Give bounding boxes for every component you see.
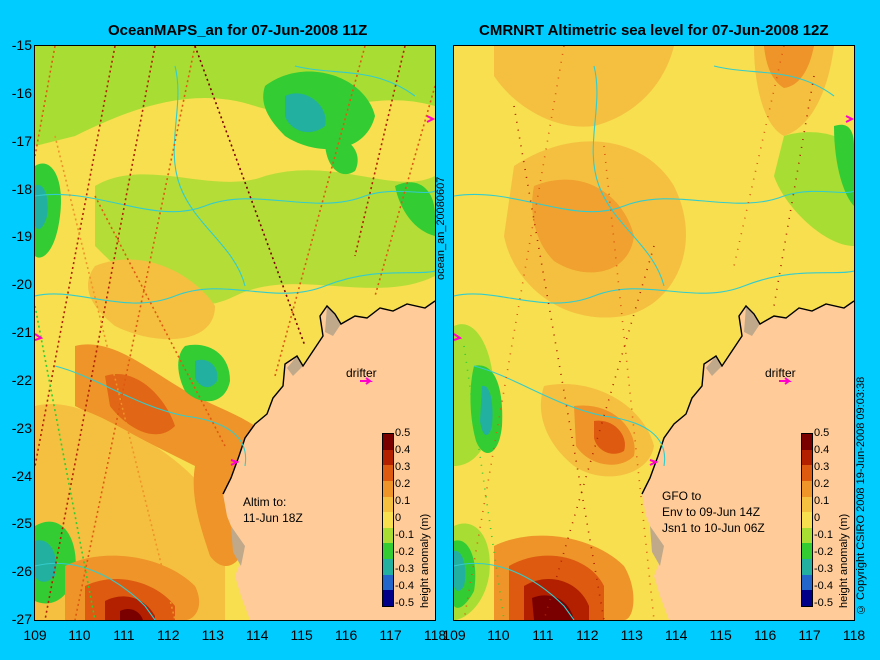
y-tick-label: -23 <box>11 419 32 436</box>
y-tick-label: -22 <box>11 371 32 388</box>
colorbar-tick-label: 0 <box>395 512 402 524</box>
y-tick-label: -26 <box>11 563 32 580</box>
x-tick-label: 110 <box>487 627 510 643</box>
x-tick-label: 111 <box>113 627 135 643</box>
colorbar-swatch <box>383 559 393 575</box>
y-tick-label: -18 <box>11 180 32 197</box>
right-drifter-arrow <box>779 377 792 385</box>
left-drifter-arrow <box>360 377 373 385</box>
colorbar-swatch <box>383 434 393 450</box>
x-tick-label: 115 <box>709 627 732 643</box>
x-tick-label: 118 <box>842 627 866 643</box>
colorbar-tick-label: -0.2 <box>395 546 414 558</box>
left-altim-note: Altim to: 11-Jun 18Z <box>243 495 303 525</box>
x-tick-label: 117 <box>379 627 402 643</box>
colorbar-tick-label: -0.4 <box>395 580 414 592</box>
right-map <box>453 45 855 621</box>
left-map <box>34 45 436 621</box>
left-drifter-label: drifter <box>346 366 377 380</box>
colorbar-tick-label: 0.4 <box>395 444 411 456</box>
x-tick-label: 112 <box>157 627 180 643</box>
colorbar-tick-label: 0.2 <box>395 478 411 490</box>
x-tick-label: 118 <box>423 627 447 643</box>
left-altimeter-tracks <box>35 46 435 620</box>
colorbar-swatch <box>383 496 393 513</box>
x-tick-label: 114 <box>246 627 269 643</box>
colorbar-tick-label: 0.3 <box>814 461 830 473</box>
colorbar-swatch <box>802 543 812 559</box>
x-tick-label: 117 <box>798 627 821 643</box>
y-tick-label: -27 <box>11 611 32 627</box>
colorbar-swatch <box>383 527 393 544</box>
y-tick-label: -19 <box>11 228 32 245</box>
colorbar-tick-label: 0.4 <box>814 444 830 456</box>
x-tick-label: 113 <box>201 627 224 643</box>
right-drifter-label: drifter <box>765 366 796 380</box>
x-tick-label: 114 <box>665 627 688 643</box>
x-tick-label: 113 <box>620 627 643 643</box>
run-id-label: ocean_an_20080607 <box>435 176 447 280</box>
colorbar-swatch <box>383 449 393 466</box>
right-panel-title: CMRNRT Altimetric sea level for 07-Jun-2… <box>479 22 829 39</box>
y-tick-label: -20 <box>11 276 32 293</box>
colorbar-swatch <box>802 434 812 450</box>
colorbar-tick-label: -0.3 <box>814 563 833 575</box>
colorbar-swatch <box>802 512 812 528</box>
colorbar-tick-label: 0.3 <box>395 461 411 473</box>
y-tick-label: -21 <box>11 324 32 340</box>
colorbar-tick-label: 0 <box>814 512 821 524</box>
x-tick-label: 111 <box>532 627 554 643</box>
colorbar-swatch <box>802 480 812 497</box>
colorbar-tick-label: -0.1 <box>395 529 414 541</box>
colorbar-swatch <box>383 590 393 606</box>
x-tick-label: 110 <box>68 627 91 643</box>
colorbar-tick-label: -0.1 <box>814 529 833 541</box>
x-tick-label: 109 <box>442 627 466 643</box>
colorbar-tick-label: -0.2 <box>814 546 833 558</box>
colorbar-tick-label: -0.4 <box>814 580 833 592</box>
colorbar-swatch <box>802 590 812 606</box>
left-colorbar <box>382 433 394 607</box>
colorbar-swatch <box>802 527 812 544</box>
colorbar-tick-label: 0.1 <box>395 495 411 507</box>
x-tick-label: 115 <box>290 627 313 643</box>
colorbar-tick-label: 0.2 <box>814 478 830 490</box>
colorbar-swatch <box>383 543 393 559</box>
colorbar-swatch <box>802 559 812 575</box>
colorbar-swatch <box>383 512 393 528</box>
copyright-label: © Copyright CSIRO 2008 19-Jun-2008 09:03… <box>855 376 867 615</box>
colorbar-swatch <box>383 574 393 591</box>
colorbar-swatch <box>383 465 393 481</box>
y-tick-label: -24 <box>11 467 32 484</box>
colorbar-tick-label: 0.1 <box>814 495 830 507</box>
colorbar-tick-label: -0.5 <box>814 597 833 609</box>
right-colorbar <box>801 433 813 607</box>
x-tick-label: 116 <box>334 627 358 643</box>
x-tick-label: 116 <box>753 627 777 643</box>
left-panel-title: OceanMAPS_an for 07-Jun-2008 11Z <box>108 22 368 39</box>
colorbar-swatch <box>383 480 393 497</box>
colorbar-tick-label: 0.5 <box>395 427 411 439</box>
left-anomaly-fields <box>35 46 435 620</box>
right-contours <box>454 65 854 620</box>
y-tick-label: -25 <box>11 515 32 532</box>
y-tick-label: -16 <box>11 84 32 101</box>
colorbar-swatch <box>802 449 812 466</box>
x-tick-label: 112 <box>576 627 599 643</box>
y-tick-label: -15 <box>11 37 32 53</box>
colorbar-tick-label: -0.5 <box>395 597 414 609</box>
left-colorbar-label: height anomaly (m) <box>419 513 431 608</box>
right-anomaly-fields <box>454 46 854 620</box>
right-gfo-note: GFO to Env to 09-Jun 14Z Jsn1 to 10-Jun … <box>662 489 765 535</box>
y-tick-label: -17 <box>11 132 32 149</box>
colorbar-swatch <box>802 496 812 513</box>
right-altimeter-tracks <box>463 46 815 620</box>
right-colorbar-label: height anomaly (m) <box>838 513 850 608</box>
colorbar-swatch <box>802 465 812 481</box>
colorbar-swatch <box>802 574 812 591</box>
colorbar-tick-label: -0.3 <box>395 563 414 575</box>
x-tick-label: 109 <box>23 627 47 643</box>
left-contours <box>35 65 435 620</box>
colorbar-tick-label: 0.5 <box>814 427 830 439</box>
